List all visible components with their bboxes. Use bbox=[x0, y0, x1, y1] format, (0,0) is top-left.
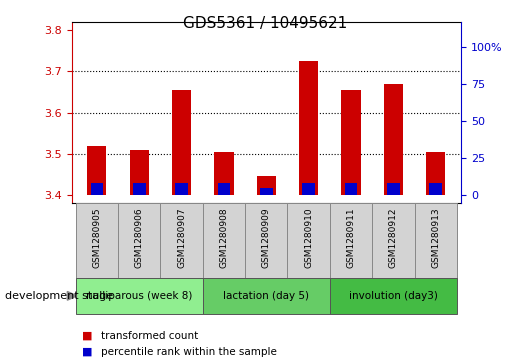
Bar bbox=[344, 183, 357, 195]
Bar bbox=[175, 183, 188, 195]
Text: involution (day3): involution (day3) bbox=[349, 291, 438, 301]
Text: percentile rank within the sample: percentile rank within the sample bbox=[101, 347, 277, 357]
Bar bbox=[161, 203, 203, 278]
Bar bbox=[130, 150, 149, 195]
Bar bbox=[76, 278, 203, 314]
Text: GSM1280910: GSM1280910 bbox=[304, 207, 313, 268]
Bar bbox=[91, 183, 103, 195]
Text: GSM1280906: GSM1280906 bbox=[135, 207, 144, 268]
Bar bbox=[302, 183, 315, 195]
Bar bbox=[287, 203, 330, 278]
Bar bbox=[384, 85, 403, 195]
Bar bbox=[203, 278, 330, 314]
Bar bbox=[260, 188, 272, 195]
Bar bbox=[387, 183, 400, 195]
Bar bbox=[341, 90, 360, 195]
Bar bbox=[330, 278, 457, 314]
Bar bbox=[372, 203, 414, 278]
Text: development stage: development stage bbox=[5, 291, 113, 301]
Text: ■: ■ bbox=[82, 347, 93, 357]
Text: GSM1280911: GSM1280911 bbox=[347, 207, 356, 268]
Bar bbox=[118, 203, 161, 278]
Bar bbox=[257, 176, 276, 195]
Polygon shape bbox=[67, 291, 77, 300]
Text: ■: ■ bbox=[82, 331, 93, 341]
Bar bbox=[87, 146, 107, 195]
Text: nulliparous (week 8): nulliparous (week 8) bbox=[86, 291, 192, 301]
Bar bbox=[245, 203, 287, 278]
Bar bbox=[218, 183, 231, 195]
Bar bbox=[426, 152, 445, 195]
Text: GSM1280913: GSM1280913 bbox=[431, 207, 440, 268]
Bar bbox=[215, 152, 234, 195]
Text: GSM1280912: GSM1280912 bbox=[389, 207, 398, 268]
Text: lactation (day 5): lactation (day 5) bbox=[223, 291, 310, 301]
Bar bbox=[429, 183, 442, 195]
Text: GSM1280905: GSM1280905 bbox=[92, 207, 101, 268]
Text: GSM1280908: GSM1280908 bbox=[219, 207, 228, 268]
Bar bbox=[172, 90, 191, 195]
Text: GSM1280907: GSM1280907 bbox=[177, 207, 186, 268]
Bar bbox=[330, 203, 372, 278]
Bar bbox=[414, 203, 457, 278]
Text: GDS5361 / 10495621: GDS5361 / 10495621 bbox=[183, 16, 347, 31]
Bar bbox=[76, 203, 118, 278]
Text: transformed count: transformed count bbox=[101, 331, 198, 341]
Bar bbox=[203, 203, 245, 278]
Text: GSM1280909: GSM1280909 bbox=[262, 207, 271, 268]
Bar bbox=[299, 61, 318, 195]
Bar bbox=[133, 183, 146, 195]
